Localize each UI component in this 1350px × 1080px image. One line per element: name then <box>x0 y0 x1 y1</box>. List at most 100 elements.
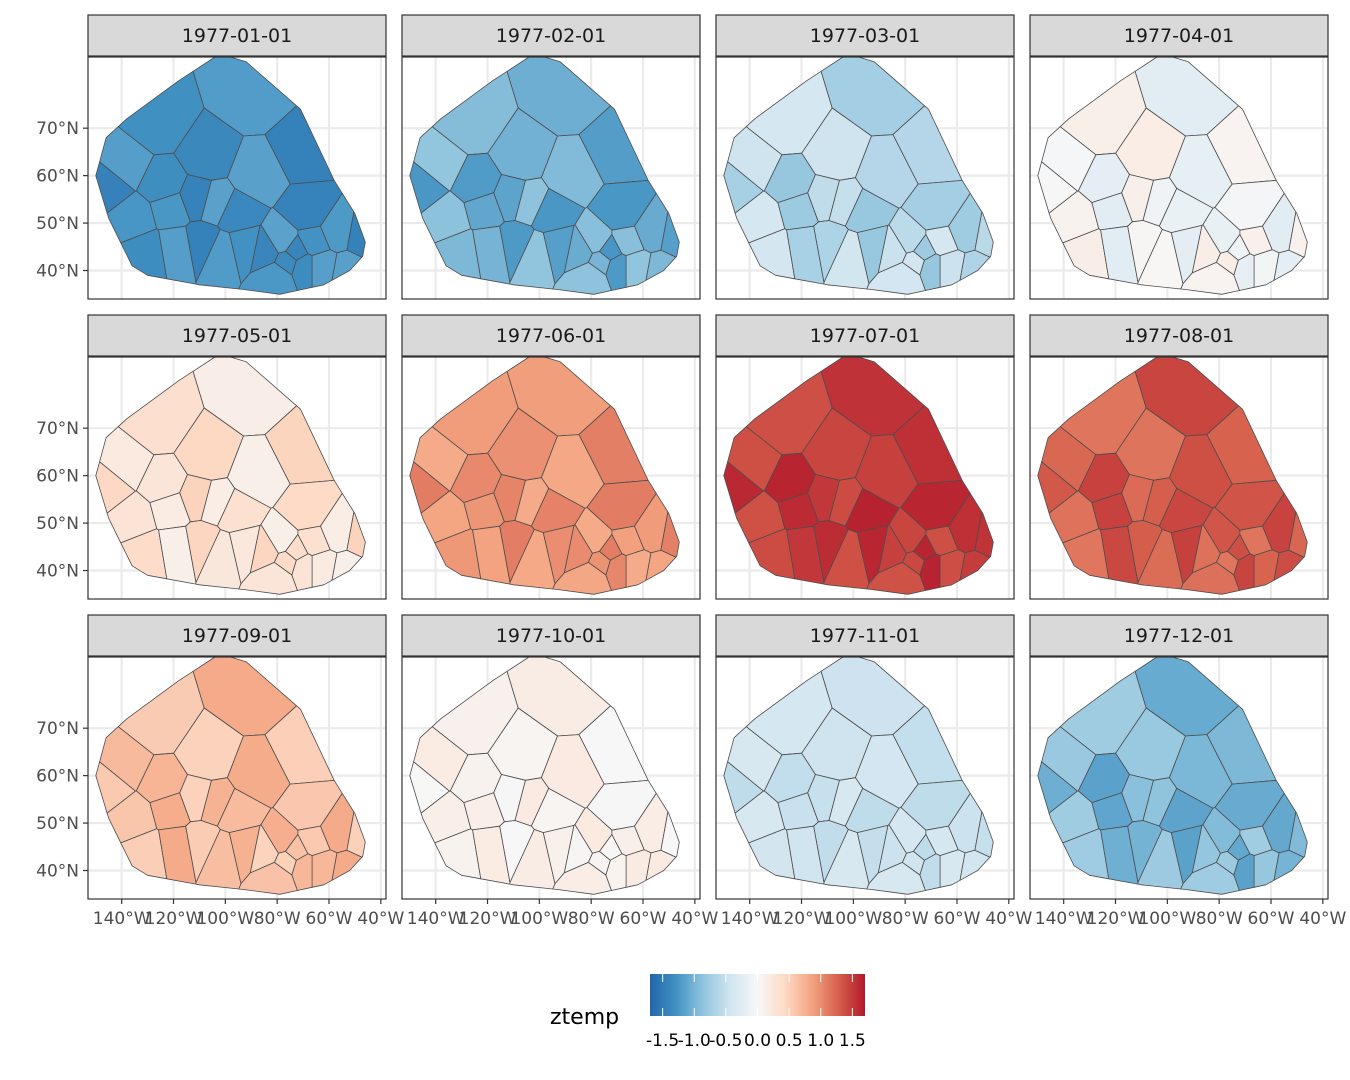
x-tick-label: 40°W <box>671 909 718 929</box>
panel-border <box>1029 356 1329 600</box>
x-tick-label: 60°W <box>620 909 667 929</box>
legend-tick-label: -1.5 <box>646 1031 679 1051</box>
facet-label: 1977-05-01 <box>182 325 292 347</box>
x-tick-label: 140°W <box>1035 909 1093 929</box>
station-cell <box>95 161 136 214</box>
legend-tick-label: 0.5 <box>776 1031 803 1051</box>
voronoi-cells <box>723 56 994 295</box>
station-cell <box>331 849 363 881</box>
facet-strip <box>401 614 701 657</box>
station-cell <box>1037 761 1078 814</box>
voronoi-cells <box>95 656 366 895</box>
station-cell <box>1273 549 1305 581</box>
station-cell <box>552 562 612 595</box>
facet-label: 1977-04-01 <box>1124 25 1234 47</box>
voronoi-cells <box>409 56 680 295</box>
facet-label: 1977-10-01 <box>496 625 606 647</box>
facet-strip <box>1029 314 1329 357</box>
panel-border <box>87 356 387 600</box>
panel-border <box>401 656 701 900</box>
facet-strip <box>715 314 1015 357</box>
station-cell <box>723 461 764 514</box>
facet-panel: 1977-02-01 <box>401 14 701 300</box>
x-tick-label: 120°W <box>1087 909 1145 929</box>
y-tick-label: 70°N <box>36 119 79 139</box>
x-tick-label: 120°W <box>459 909 517 929</box>
facet-panel: 1977-09-01 40°N 50°N 60°N 70°N 140°W120°W100°… <box>36 614 404 929</box>
facet-label: 1977-01-01 <box>182 25 292 47</box>
facet-panel: 1977-05-01 40°N 50°N 60°N 70°N <box>36 314 387 600</box>
station-cell <box>1037 461 1078 514</box>
voronoi-cells <box>409 356 680 595</box>
legend-ticks: -1.5-1.0-0.5 0.0 0.5 1.0 1.5 <box>646 974 866 1051</box>
x-tick-label: 140°W <box>93 909 151 929</box>
legend-tick-label: 1.5 <box>839 1031 866 1051</box>
facet-panel: 1977-04-01 <box>1029 14 1329 300</box>
x-tick-label: 140°W <box>407 909 465 929</box>
station-cell <box>95 761 136 814</box>
station-cell <box>1037 161 1078 214</box>
station-cell <box>866 261 926 295</box>
facet-strip <box>1029 614 1329 657</box>
legend-title: ztemp <box>550 1005 619 1030</box>
facet-strip <box>401 314 701 357</box>
station-cell <box>1273 849 1305 881</box>
facet-label: 1977-07-01 <box>810 325 920 347</box>
station-cell <box>409 761 450 814</box>
x-tick-label: 80°W <box>568 909 615 929</box>
x-tick-label: 80°W <box>254 909 301 929</box>
facet-strip <box>87 614 387 657</box>
panel-border <box>715 656 1015 900</box>
x-tick-label: 40°W <box>1299 909 1346 929</box>
y-tick-label: 40°N <box>36 262 79 282</box>
station-cell <box>238 862 298 895</box>
x-tick-label: 60°W <box>1248 909 1295 929</box>
facet-strip <box>87 314 387 357</box>
panel-border <box>1029 56 1329 300</box>
voronoi-cells <box>95 56 366 295</box>
station-cell <box>645 849 677 881</box>
facet-panels: 1977-01-01 40°N 50°N 60°N 70°N 1977-02-01 1977… <box>36 14 1346 929</box>
facet-label: 1977-06-01 <box>496 325 606 347</box>
facet-strip <box>715 614 1015 657</box>
x-tick-label: 100°W <box>824 909 882 929</box>
x-tick-label: 60°W <box>934 909 981 929</box>
station-cell <box>552 862 612 895</box>
station-cell <box>331 549 363 581</box>
y-axis: 40°N 50°N 60°N 70°N <box>36 119 88 282</box>
station-cell <box>1180 261 1240 295</box>
panel-border <box>401 56 701 300</box>
panel-border <box>87 656 387 900</box>
y-tick-label: 70°N <box>36 719 79 739</box>
x-tick-label: 60°W <box>306 909 353 929</box>
y-tick-label: 60°N <box>36 767 79 787</box>
voronoi-cells <box>1037 56 1308 295</box>
station-cell <box>866 862 926 895</box>
station-cell <box>723 761 764 814</box>
station-cell <box>645 249 677 281</box>
facet-label: 1977-09-01 <box>182 625 292 647</box>
legend-tick-label: -0.5 <box>709 1031 742 1051</box>
voronoi-cells <box>723 656 994 895</box>
station-cell <box>409 461 450 514</box>
station-cell <box>1180 862 1240 895</box>
facet-label: 1977-02-01 <box>496 25 606 47</box>
station-cell <box>959 249 991 281</box>
facet-panel: 1977-03-01 <box>715 14 1015 300</box>
y-tick-label: 70°N <box>36 419 79 439</box>
legend-tick-label: 0.0 <box>744 1031 771 1051</box>
station-cell <box>1180 562 1240 595</box>
facet-label: 1977-11-01 <box>810 625 920 647</box>
x-tick-label: 100°W <box>1138 909 1196 929</box>
panel-border <box>1029 656 1329 900</box>
panel-border <box>715 356 1015 600</box>
panel-border <box>401 356 701 600</box>
facet-panel: 1977-08-01 <box>1029 314 1329 600</box>
x-tick-label: 40°W <box>985 909 1032 929</box>
station-cell <box>1273 249 1305 281</box>
station-cell <box>95 461 136 514</box>
